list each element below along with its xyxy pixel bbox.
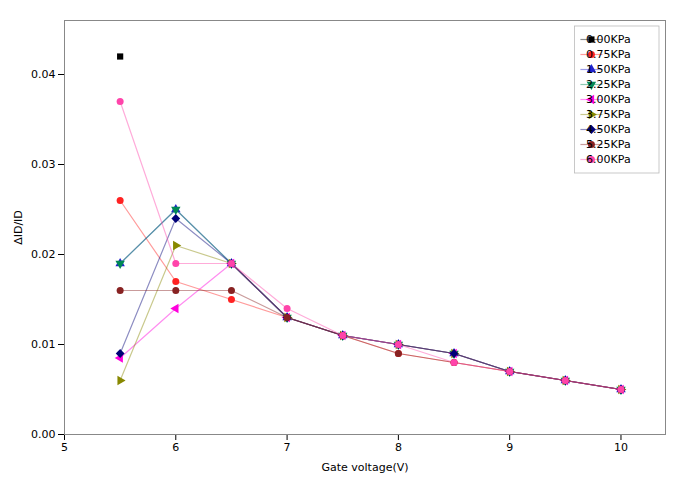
svg-text:0.03: 0.03 [31, 158, 56, 171]
svg-text:Gate voltage(V): Gate voltage(V) [321, 461, 408, 474]
svg-text:0.75KPa: 0.75KPa [586, 48, 631, 61]
svg-text:3.00KPa: 3.00KPa [586, 93, 631, 106]
svg-text:1.50KPa: 1.50KPa [586, 63, 631, 76]
svg-text:0.02: 0.02 [31, 248, 56, 261]
svg-text:0.00KPa: 0.00KPa [586, 33, 631, 46]
svg-text:0.01: 0.01 [31, 338, 56, 351]
svg-text:3.75KPa: 3.75KPa [586, 108, 631, 121]
svg-text:5: 5 [61, 441, 68, 454]
svg-text:0.00: 0.00 [31, 428, 56, 441]
svg-text:6.00KPa: 6.00KPa [586, 153, 631, 166]
svg-text:2.25KPa: 2.25KPa [586, 78, 631, 91]
svg-text:10: 10 [614, 441, 628, 454]
svg-text:ΔID/ID: ΔID/ID [12, 210, 25, 245]
svg-text:9: 9 [506, 441, 513, 454]
svg-text:7: 7 [284, 441, 291, 454]
svg-text:0.04: 0.04 [31, 68, 56, 81]
svg-text:4.50KPa: 4.50KPa [586, 123, 631, 136]
svg-text:8: 8 [395, 441, 402, 454]
svg-text:6: 6 [172, 441, 179, 454]
svg-text:5.25KPa: 5.25KPa [586, 138, 631, 151]
